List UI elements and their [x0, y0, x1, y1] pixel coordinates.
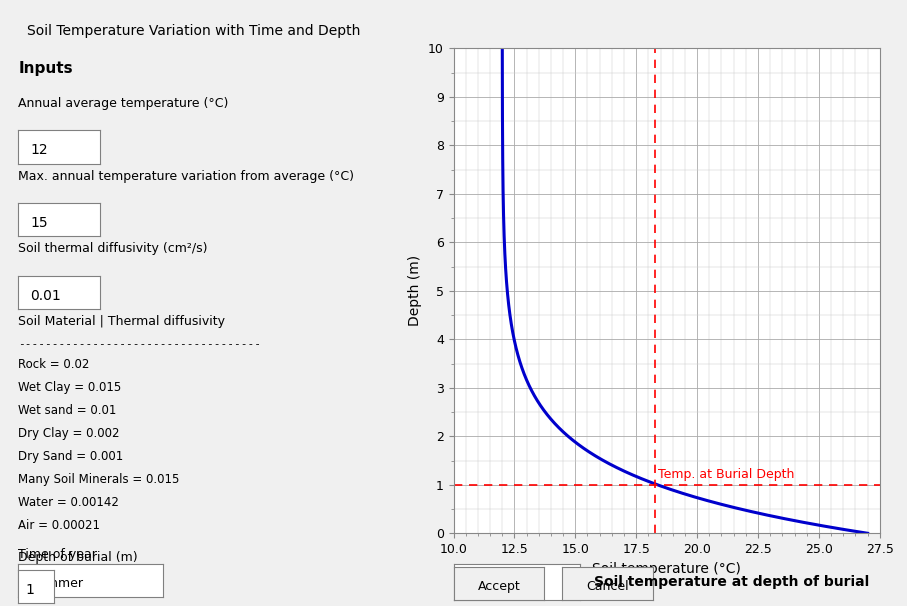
Text: Wet sand = 0.01: Wet sand = 0.01 [18, 404, 116, 416]
Text: Dry Sand = 0.001: Dry Sand = 0.001 [18, 450, 123, 462]
Text: 18.289 °C: 18.289 °C [466, 578, 542, 593]
Text: Water = 0.00142: Water = 0.00142 [18, 496, 119, 508]
Text: Soil thermal diffusivity (cm²/s): Soil thermal diffusivity (cm²/s) [18, 242, 208, 255]
Text: Time of year: Time of year [18, 548, 97, 561]
Y-axis label: Depth (m): Depth (m) [408, 255, 423, 327]
Text: Accept: Accept [477, 580, 521, 593]
Text: Soil Temperature Variation with Time and Depth: Soil Temperature Variation with Time and… [27, 24, 361, 38]
X-axis label: Soil temperature (°C): Soil temperature (°C) [592, 562, 741, 576]
Text: Soil Material | Thermal diffusivity: Soil Material | Thermal diffusivity [18, 315, 225, 328]
Text: 1: 1 [25, 582, 34, 597]
Text: Inputs: Inputs [18, 61, 73, 76]
Text: Wet Clay = 0.015: Wet Clay = 0.015 [18, 381, 122, 393]
Text: 15: 15 [31, 216, 48, 230]
Text: 12: 12 [31, 143, 48, 158]
Text: Rock = 0.02: Rock = 0.02 [18, 358, 90, 370]
Text: Dry Clay = 0.002: Dry Clay = 0.002 [18, 427, 120, 439]
Text: Air = 0.00021: Air = 0.00021 [18, 519, 100, 531]
Text: Soil temperature at depth of burial: Soil temperature at depth of burial [594, 574, 869, 589]
Text: Cancel: Cancel [587, 580, 629, 593]
Text: Summer: Summer [30, 577, 83, 590]
Text: Depth of burial (m): Depth of burial (m) [18, 551, 138, 564]
Text: Max. annual temperature variation from average (°C): Max. annual temperature variation from a… [18, 170, 354, 182]
Text: Many Soil Minerals = 0.015: Many Soil Minerals = 0.015 [18, 473, 180, 485]
Text: ------------------------------------: ------------------------------------ [18, 339, 261, 350]
Text: Annual average temperature (°C): Annual average temperature (°C) [18, 97, 229, 110]
Text: Temp. at Burial Depth: Temp. at Burial Depth [658, 468, 795, 481]
Text: 0.01: 0.01 [31, 288, 61, 303]
